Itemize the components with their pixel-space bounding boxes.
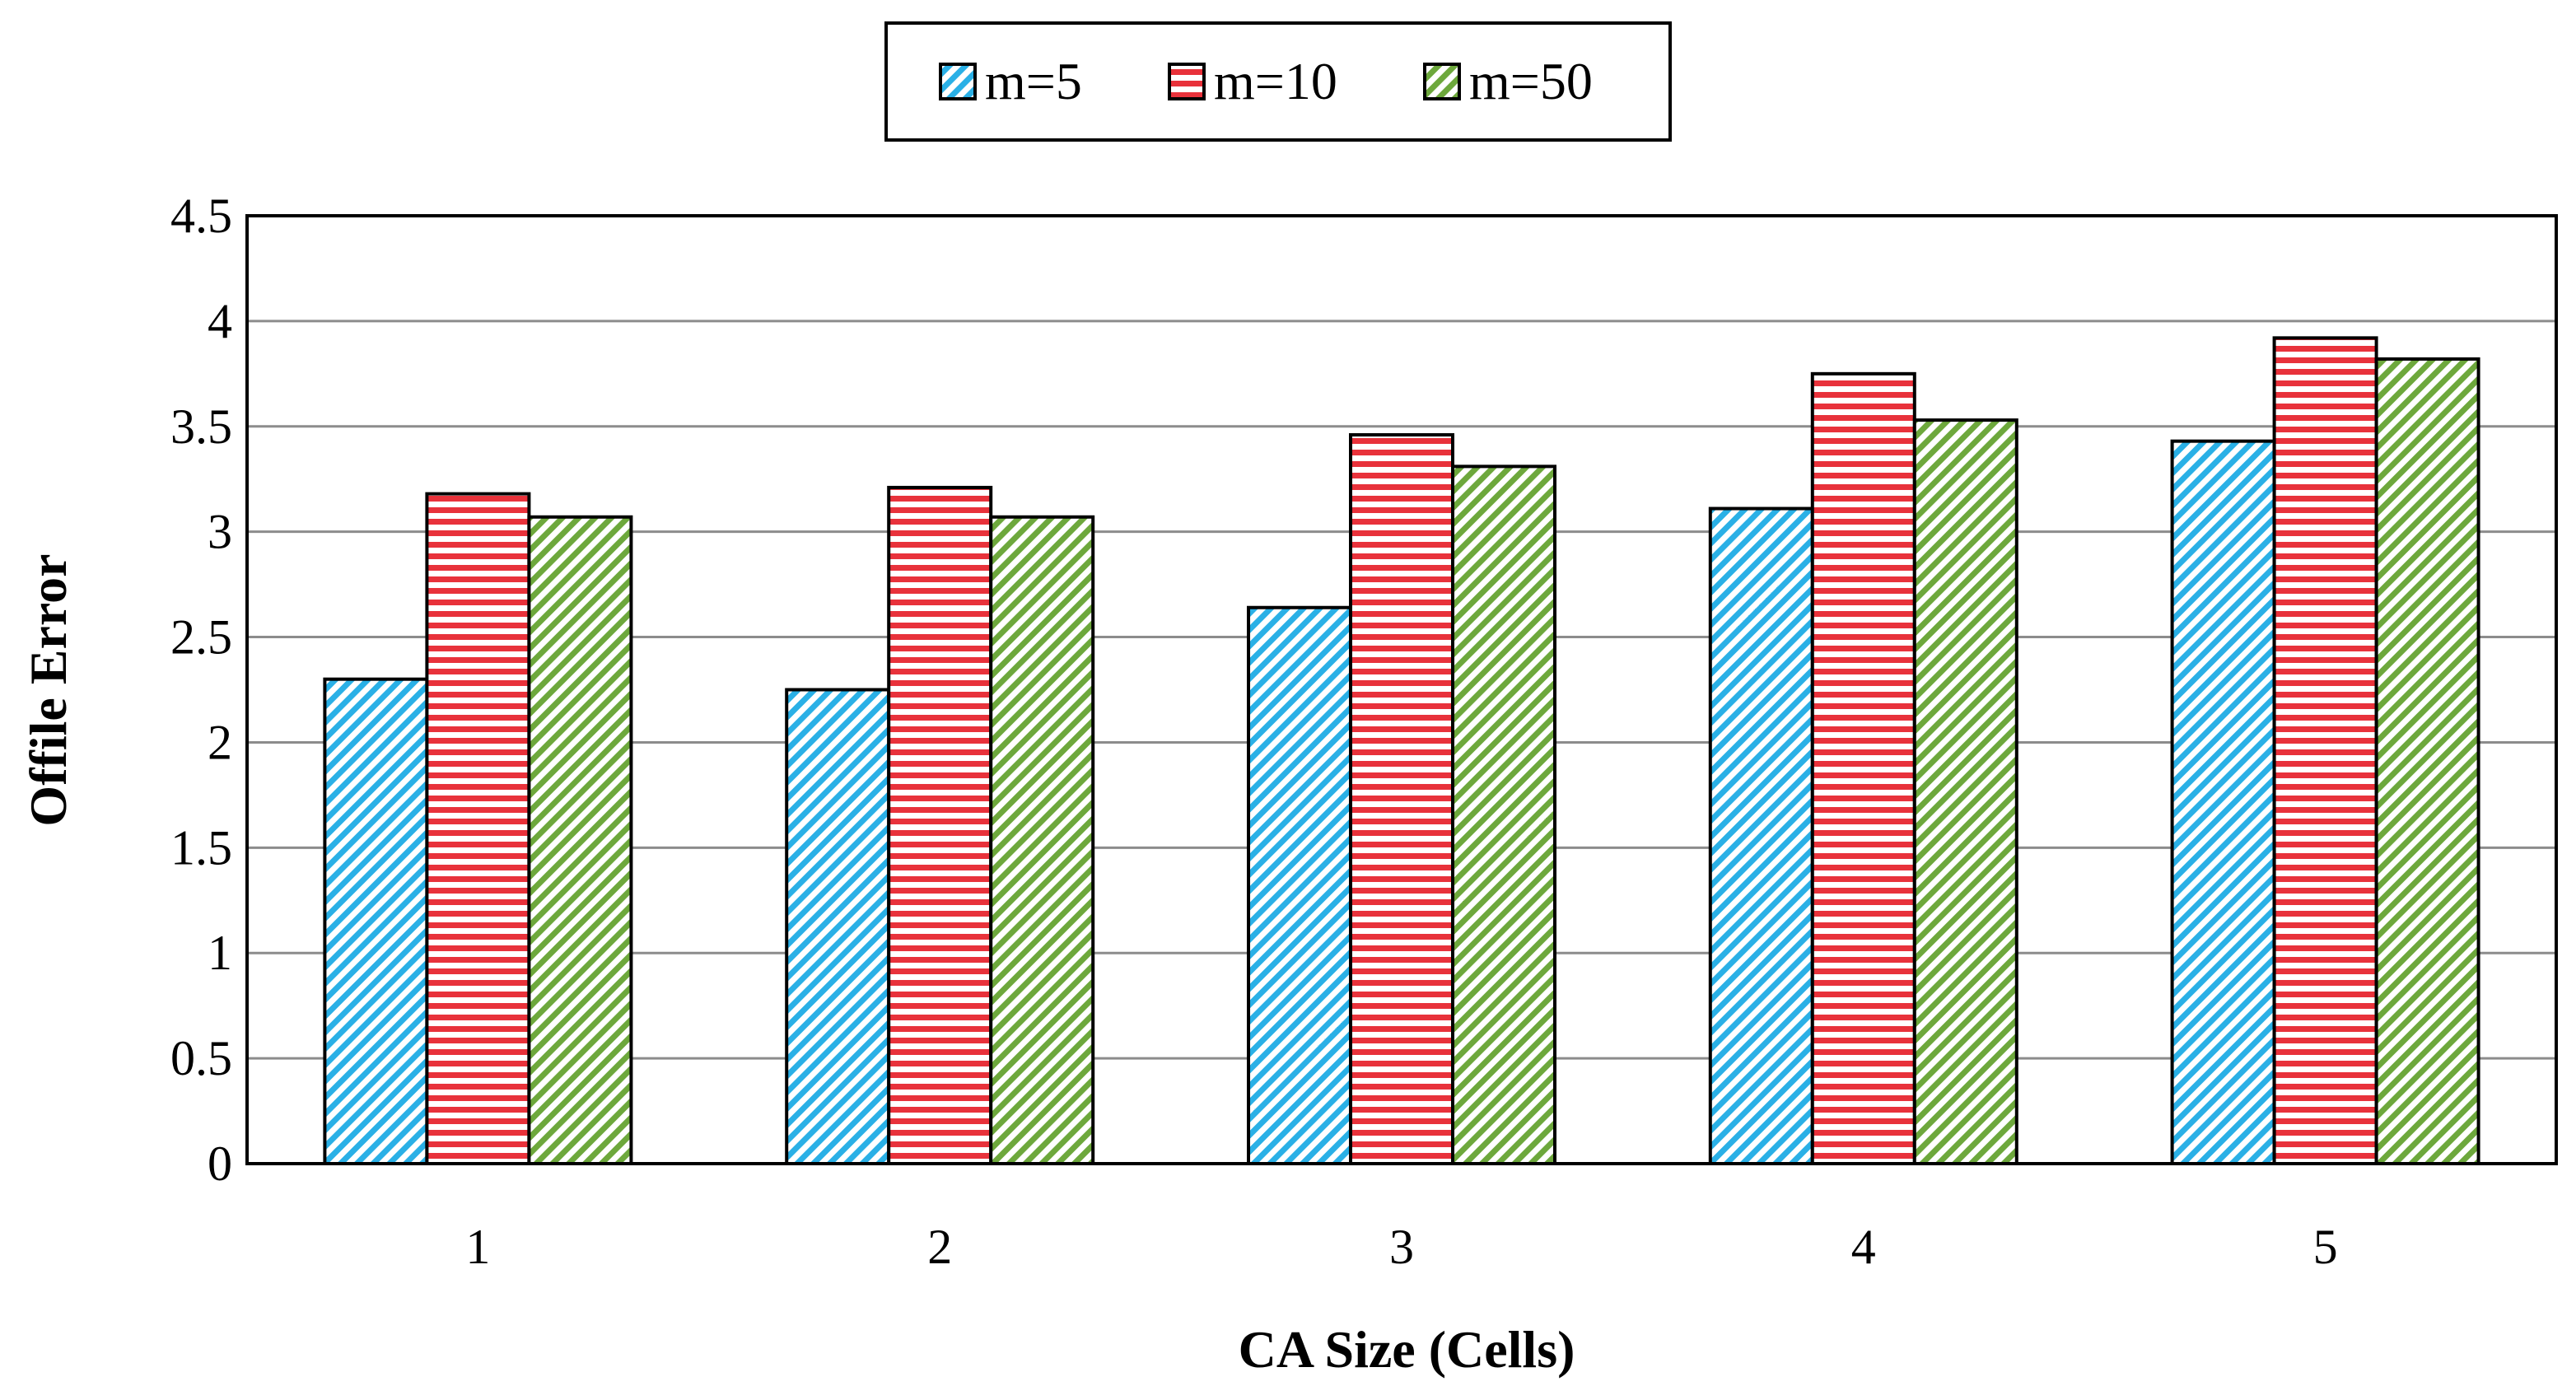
bar-m10-4 bbox=[1810, 371, 1916, 1166]
legend-label-m10: m=10 bbox=[1214, 52, 1337, 110]
y-tick-label: 3 bbox=[208, 505, 232, 559]
y-tick-label: 0 bbox=[208, 1136, 232, 1191]
bar-m50-2 bbox=[989, 515, 1095, 1165]
y-tick-label: 2 bbox=[208, 715, 232, 769]
x-tick-label: 1 bbox=[465, 1220, 490, 1274]
bar-m50-1 bbox=[527, 515, 633, 1165]
legend-items: m=5 m=10 m=50 bbox=[939, 52, 1593, 110]
legend-label-m5: m=5 bbox=[985, 52, 1082, 110]
y-tick-label: 4 bbox=[208, 294, 232, 348]
legend: m=5 m=10 m=50 bbox=[884, 21, 1672, 142]
bar-m5-3 bbox=[1247, 605, 1352, 1165]
y-axis-title: Offile Error bbox=[19, 553, 77, 826]
x-tick-label: 5 bbox=[2313, 1220, 2338, 1274]
x-tick-labels: 1 2 3 4 5 bbox=[465, 1220, 2337, 1274]
y-tick-label: 1 bbox=[208, 926, 232, 980]
bar-m5-2 bbox=[785, 688, 891, 1165]
bar-m50-5 bbox=[2374, 357, 2480, 1165]
y-tick-label: 2.5 bbox=[170, 610, 232, 665]
legend-box bbox=[884, 21, 1672, 142]
y-tick-label: 1.5 bbox=[170, 820, 232, 875]
bar-m10-3 bbox=[1349, 433, 1454, 1165]
y-tick-label: 4.5 bbox=[170, 189, 232, 243]
bar-m5-5 bbox=[2170, 439, 2276, 1165]
bar-m50-3 bbox=[1451, 464, 1556, 1165]
bars bbox=[323, 336, 2480, 1166]
x-tick-label: 4 bbox=[1851, 1220, 1876, 1274]
legend-swatch-m5 bbox=[939, 63, 977, 100]
axes bbox=[245, 214, 2558, 1165]
y-tick-labels: 0 0.5 1 1.5 2 2.5 3 3.5 4 4.5 bbox=[170, 189, 232, 1191]
x-tick-label: 3 bbox=[1389, 1220, 1414, 1274]
bar-m10-1 bbox=[425, 492, 531, 1165]
bar-m5-1 bbox=[323, 677, 429, 1165]
bar-m5-4 bbox=[1708, 506, 1814, 1165]
y-tick-label: 0.5 bbox=[170, 1031, 232, 1085]
x-axis-title: CA Size (Cells) bbox=[1239, 1320, 1575, 1379]
legend-swatch-m10 bbox=[1168, 63, 1206, 100]
bar-m50-4 bbox=[1912, 418, 2018, 1165]
x-tick-label: 2 bbox=[927, 1220, 952, 1274]
bar-m10-2 bbox=[887, 485, 993, 1165]
legend-label-m50: m=50 bbox=[1469, 52, 1593, 110]
y-tick-label: 3.5 bbox=[170, 399, 232, 454]
legend-swatch-m50 bbox=[1423, 63, 1461, 100]
bar-m10-5 bbox=[2272, 336, 2378, 1165]
